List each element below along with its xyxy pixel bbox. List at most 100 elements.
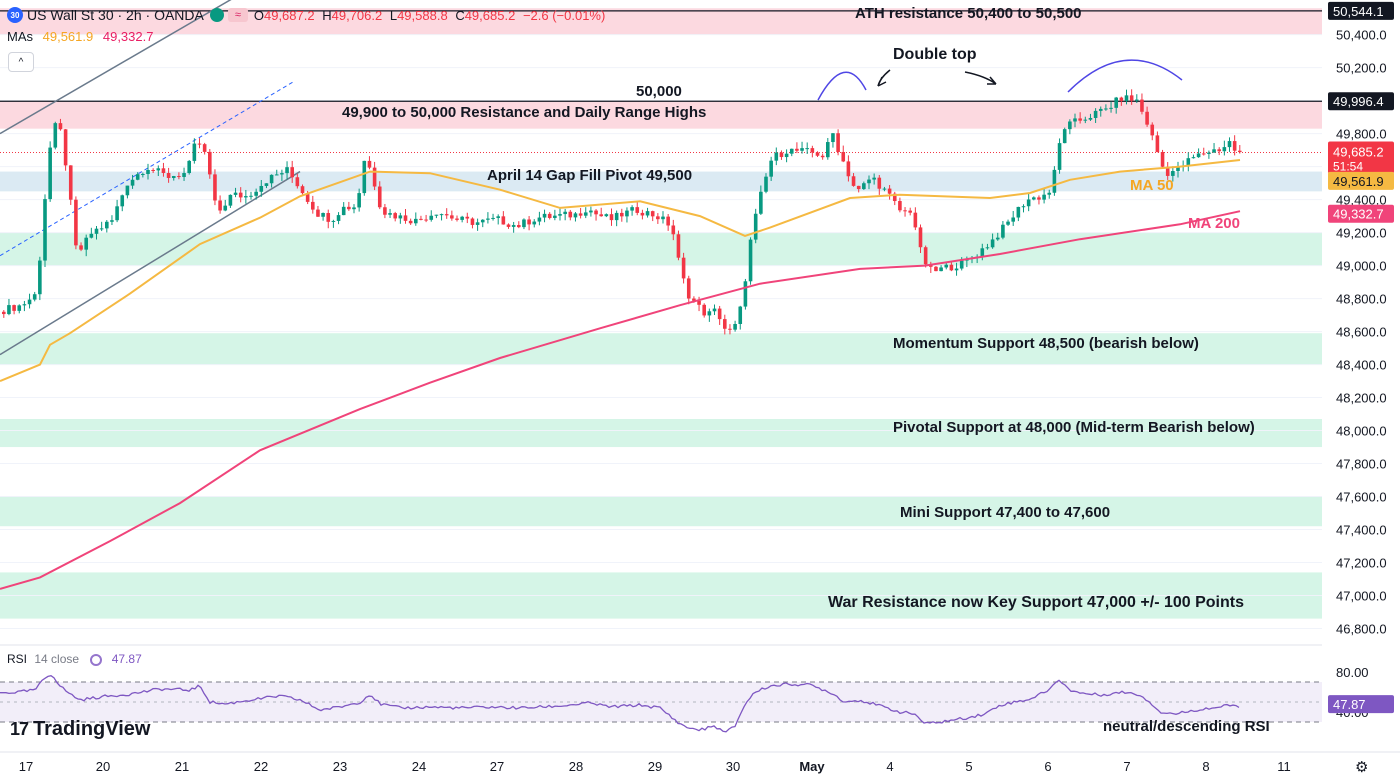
candle-body (1232, 141, 1237, 151)
low-value: 49,588.8 (397, 7, 448, 23)
candle-body (1078, 118, 1082, 121)
candle-body (980, 248, 985, 257)
candle-body (491, 217, 495, 219)
time-tick: 20 (96, 759, 110, 774)
rsi-legend[interactable]: RSI 14 close 47.87 (7, 652, 142, 666)
zone-5 (0, 496, 1322, 527)
collapse-legend-button[interactable]: ^ (8, 52, 34, 72)
candle-body (604, 214, 609, 217)
candle-body (264, 183, 269, 186)
resistance-price-tag: 49,996.4 (1328, 92, 1394, 111)
candle-body (377, 186, 382, 208)
candle-body (903, 210, 907, 212)
candle-body (475, 222, 480, 225)
candle-body (187, 160, 191, 174)
candle-body (511, 225, 516, 227)
price-axis[interactable]: 50,400.050,200.050,000.049,800.049,600.0… (1322, 0, 1400, 778)
candle-body (1238, 150, 1242, 153)
price-tick: 46,800.0 (1336, 622, 1387, 637)
time-axis[interactable]: 17 20 21 22 23 24 27 28 29 30 May 4 5 6 7 8 11 (0, 751, 1400, 774)
candle-body (22, 304, 27, 306)
high-value: 49,706.2 (331, 7, 383, 23)
candle-body (784, 153, 789, 158)
candle-body (2, 311, 6, 315)
candle-body (429, 215, 434, 220)
price-tick: 49,400.0 (1336, 193, 1387, 208)
candle-body (280, 173, 284, 175)
candle-body (357, 193, 361, 208)
annotations: ATH resistance 50,400 to 50,500 49,900 to… (342, 5, 1255, 611)
tradingview-logo-text: TradingView (33, 718, 151, 740)
candle-body (578, 213, 583, 216)
market-status-icon[interactable] (209, 8, 224, 22)
candle-body (48, 147, 52, 200)
candle-body (341, 206, 346, 216)
price-tick: 50,400.0 (1336, 28, 1387, 43)
candle-body (583, 212, 588, 216)
candle-body (27, 299, 32, 305)
candle-body (480, 219, 485, 223)
time-tick: 24 (412, 759, 426, 774)
double-top-arc-left (817, 71, 867, 101)
ma50-price-tag-text: 49,561.9 (1333, 174, 1384, 189)
candle-body (640, 212, 645, 216)
candle-body (166, 173, 171, 178)
candle-body (383, 207, 387, 215)
candle-body (32, 294, 37, 300)
time-tick: 6 (1044, 759, 1051, 774)
candle-body (1212, 149, 1216, 153)
candle-body (820, 155, 825, 158)
candle-body (573, 213, 578, 218)
candle-body (537, 217, 542, 222)
price-tick: 48,400.0 (1336, 358, 1387, 373)
candle-body (439, 214, 444, 216)
close-value: 49,685.2 (464, 7, 516, 23)
candle-body (1093, 110, 1098, 118)
double-top-arc-right (1067, 59, 1183, 93)
candle-body (625, 210, 629, 217)
candle-body (1114, 97, 1118, 108)
symbol-icon[interactable]: 30 (7, 7, 23, 23)
candle-body (789, 148, 794, 154)
candle-body (305, 193, 310, 202)
candle-body (949, 264, 954, 271)
candle-body (506, 224, 511, 227)
candle-body (1196, 153, 1201, 158)
candle-body (331, 220, 336, 222)
rsi-price-tag-bg (1328, 695, 1394, 714)
rsi-tick: 80.00 (1336, 665, 1369, 680)
ma200-label: MA 200 (1188, 215, 1240, 232)
mas-legend[interactable]: MAs 49,561.9 49,332.7 (7, 29, 153, 44)
candle-body (347, 206, 351, 210)
candle-body (614, 212, 619, 221)
candle-body (908, 210, 912, 213)
candle-body (1016, 206, 1021, 218)
candle-body (697, 300, 701, 305)
zone-3 (0, 333, 1322, 365)
rsi-source-icon[interactable] (90, 654, 103, 666)
candle-body (589, 210, 593, 213)
symbol-title[interactable]: US Wall St 30 · 2h · OANDA (27, 7, 204, 23)
candle-body (635, 207, 640, 213)
candle-body (542, 213, 547, 218)
time-tick: 29 (648, 759, 662, 774)
zone-4 (0, 419, 1322, 448)
candle-body (290, 167, 294, 178)
candle-body (913, 212, 918, 228)
candle-body (393, 213, 397, 219)
candle-body (723, 319, 727, 329)
price-tick: 49,800.0 (1336, 127, 1387, 142)
annotation-resistance: 49,900 to 50,000 Resistance and Daily Ra… (342, 104, 706, 121)
ohlc-values: O49,687.2 H49,706.2 L49,588.8 C49,685.2 … (253, 7, 606, 23)
candle-body (146, 169, 150, 174)
annotation-mini-support: Mini Support 47,400 to 47,600 (900, 504, 1110, 521)
candle-body (398, 215, 403, 219)
wave-icon[interactable]: ≈ (227, 8, 248, 22)
candle-body (944, 264, 949, 268)
candle-body (125, 185, 130, 196)
time-tick: 8 (1202, 759, 1209, 774)
time-tick: 23 (333, 759, 347, 774)
settings-gear-icon[interactable]: ⚙ (1355, 759, 1369, 776)
tradingview-logo[interactable]: 17 TradingView (10, 718, 150, 741)
